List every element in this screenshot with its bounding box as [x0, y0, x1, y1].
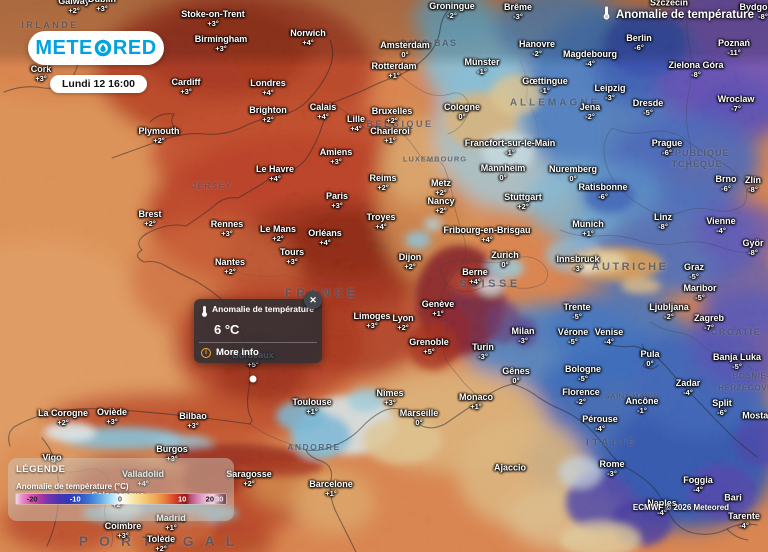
meteored-logo[interactable]: METE RED: [28, 31, 164, 65]
meteored-logo-text: METE RED: [35, 36, 157, 59]
legend-tick: 10: [177, 494, 187, 504]
close-icon: ✕: [309, 294, 317, 305]
legend-tick: 20: [205, 494, 214, 504]
legend-tick: -10: [69, 494, 81, 504]
legend: LÉGENDE Anomalie de température (°C) -20…: [8, 458, 234, 521]
legend-tick: 30: [215, 494, 224, 504]
more-info-label: More info: [216, 347, 259, 359]
tooltip-divider: [199, 342, 317, 344]
legend-tick: -20: [26, 494, 38, 504]
map-title: Anomalie de température: [602, 5, 754, 24]
legend-label: Anomalie de température (°C): [16, 482, 129, 491]
more-info-link[interactable]: i More info: [201, 343, 315, 358]
tooltip-value: 6 °C: [214, 322, 240, 338]
datetime-pill: Lundi 12 16:00: [50, 75, 147, 93]
tooltip-thermometer-icon: [201, 305, 208, 320]
map-title-text: Anomalie de température: [615, 8, 754, 21]
legend-colorbar: -20 -10 0 10 20 30: [16, 494, 226, 504]
tooltip: Anomalie de température 6 °C i More info…: [194, 291, 322, 364]
datetime-label: Lundi 12 16:00: [62, 78, 135, 90]
tooltip-title: Anomalie de température: [212, 304, 315, 314]
tooltip-close-button[interactable]: ✕: [304, 291, 322, 309]
more-info-icon: i: [201, 347, 211, 358]
legend-title: LÉGENDE: [16, 464, 66, 475]
logo-droplet-icon: [94, 39, 112, 57]
attribution: ECMWF © 2026 Meteored: [632, 503, 730, 512]
thermometer-icon: [602, 5, 611, 24]
legend-tick: 0: [117, 494, 123, 504]
selected-location-marker: [249, 375, 257, 383]
